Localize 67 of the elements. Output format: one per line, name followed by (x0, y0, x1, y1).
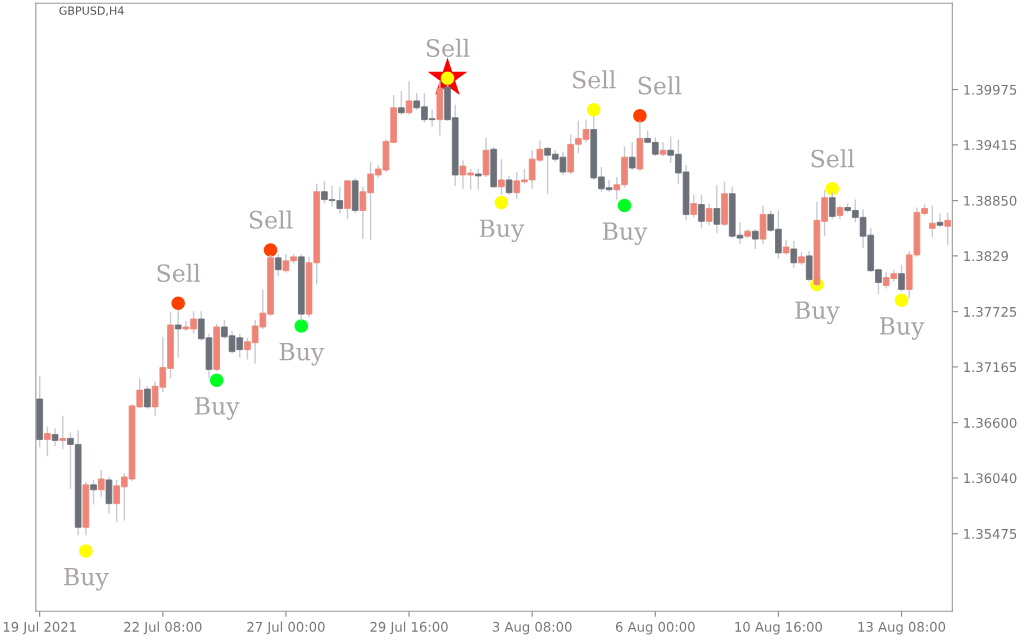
chart-title: GBPUSD,H4 (59, 6, 124, 16)
data-label: Buy (602, 222, 648, 246)
data-label: Sell (811, 149, 855, 168)
data-label: Sell (573, 70, 616, 89)
point (494, 195, 509, 210)
candlestick (105, 476, 113, 515)
candlestick (944, 211, 952, 246)
y-tick-label: 1.38850 (964, 195, 1017, 206)
data-label: Buy (879, 317, 925, 340)
point (171, 296, 185, 311)
point (209, 373, 224, 388)
candlestick (790, 240, 798, 269)
candlestick (174, 309, 182, 359)
candlestick (705, 202, 713, 226)
x-tick-label: 27 Jul 00:00 (247, 621, 325, 635)
candlestick (628, 141, 636, 171)
point (633, 108, 647, 123)
x-tick-label: 19 Jul 2021 (3, 621, 76, 635)
x-tick-label: 13 Aug 08:00 (858, 621, 946, 635)
data-label: Buy (279, 343, 325, 366)
candlestick (505, 175, 513, 196)
y-tick-label: 1.37725 (964, 306, 1017, 317)
candlestick (274, 253, 282, 278)
data-label: Buy (479, 219, 525, 243)
candlestick (690, 193, 698, 219)
candlestick (144, 385, 151, 410)
candlestick (805, 250, 813, 283)
candlestick (929, 204, 936, 238)
data-label: Buy (64, 568, 109, 591)
data-label: Sell (249, 210, 293, 229)
candlestick (828, 191, 836, 221)
y-tick-label: 1.3829 (964, 251, 1008, 262)
point (617, 198, 632, 213)
candlestick (59, 415, 67, 451)
candlestick (97, 469, 105, 498)
candlestick (752, 228, 759, 250)
x-tick-label: 22 Jul 08:00 (124, 621, 202, 635)
data-label: Buy (795, 301, 840, 325)
data-label: Buy (195, 397, 240, 420)
candlestick (713, 184, 721, 234)
candlestick (698, 193, 705, 229)
x-tick-label: 6 Aug 00:00 (615, 621, 695, 635)
candlestick (475, 168, 482, 191)
candlestick (936, 212, 944, 228)
point (294, 319, 309, 333)
point (894, 293, 909, 308)
candlestick (898, 264, 905, 293)
candlestick (44, 425, 51, 457)
candlestick (90, 479, 97, 506)
point (79, 544, 93, 558)
y-tick-label: 1.39975 (964, 84, 1017, 95)
candlestick (405, 80, 413, 116)
y-tick-label: 1.37165 (964, 362, 1017, 373)
x-tick-label: 3 Aug 08:00 (492, 621, 572, 635)
candlestick (659, 141, 667, 157)
data-label: Sell (426, 38, 470, 57)
point (263, 243, 278, 257)
y-tick-label: 1.35475 (964, 528, 1017, 539)
data-label: Sell (157, 263, 201, 283)
x-tick-label: 10 Aug 16:00 (735, 621, 823, 635)
y-tick-label: 1.36600 (964, 417, 1017, 428)
data-label: Sell (638, 76, 682, 95)
candlestick (398, 90, 405, 116)
x-tick-label: 29 Jul 16:00 (370, 621, 448, 635)
y-tick-label: 1.39415 (964, 140, 1017, 151)
y-tick-label: 1.36040 (964, 473, 1017, 484)
candlestick (498, 158, 505, 196)
